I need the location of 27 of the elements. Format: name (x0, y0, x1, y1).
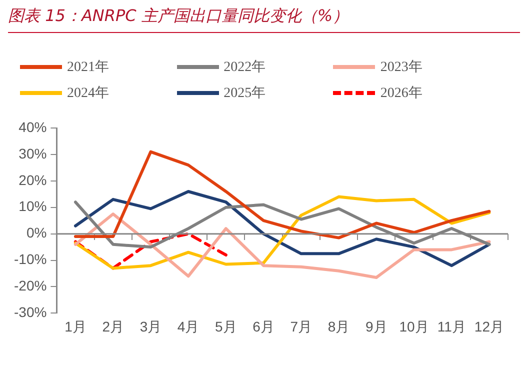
y-tick-label: 20% (18, 172, 47, 188)
legend-label: 2021年 (67, 58, 109, 76)
legend-label: 2022年 (224, 58, 266, 76)
x-tick-label: 1月 (64, 318, 86, 334)
legend-label: 2026年 (380, 84, 422, 102)
chart-title: 图表 15：ANRPC 主产国出口量同比变化（%） (8, 6, 520, 33)
x-tick-label: 10月 (399, 318, 429, 334)
y-tick-label: -20% (14, 278, 47, 294)
y-tick-label: 30% (18, 145, 47, 162)
y-tick-label: 40% (18, 118, 47, 135)
x-tick-label: 4月 (177, 318, 200, 334)
legend-label: 2025年 (224, 84, 266, 102)
legend-label: 2024年 (67, 84, 109, 102)
y-tick-label: 0% (26, 224, 47, 241)
x-tick-label: 12月 (474, 318, 504, 334)
legend-label: 2023年 (380, 58, 422, 76)
x-tick-label: 6月 (252, 318, 274, 334)
x-tick-label: 8月 (328, 318, 350, 334)
y-tick-label: -30% (14, 304, 47, 320)
x-tick-label: 2月 (102, 318, 124, 334)
x-tick-label: 9月 (365, 318, 388, 334)
x-tick-label: 5月 (215, 318, 237, 334)
x-tick-label: 11月 (437, 318, 466, 334)
x-tick-label: 3月 (140, 318, 162, 334)
y-tick-label: 10% (18, 198, 47, 214)
x-tick-label: 7月 (290, 318, 312, 334)
y-tick-label: -10% (14, 251, 47, 268)
